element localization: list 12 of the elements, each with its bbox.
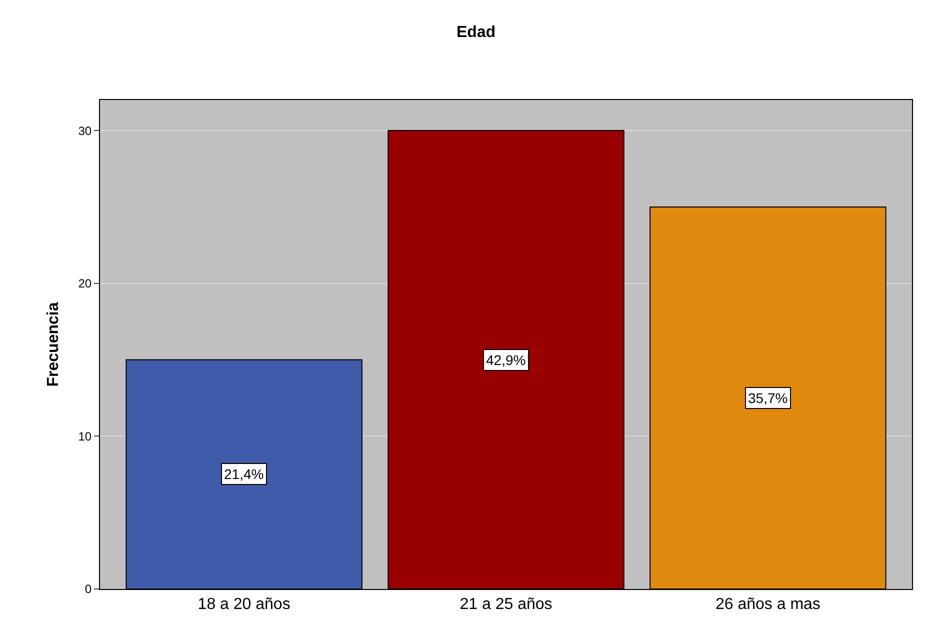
x-tick-label: 26 años a mas	[715, 596, 820, 614]
x-tick-label: 21 a 25 años	[460, 596, 552, 614]
y-tick-label: 20	[78, 276, 92, 291]
y-tick-label: 30	[78, 124, 92, 138]
chart-title: Edad	[456, 24, 496, 41]
y-axis-title: Frecuencia	[45, 302, 62, 387]
annotation: 42,9%	[486, 352, 526, 368]
annotation: 21,4%	[224, 466, 264, 482]
y-tick-label: 10	[78, 429, 92, 444]
annotation: 35,7%	[748, 390, 788, 406]
x-tick-label: 18 a 20 años	[198, 596, 290, 614]
y-tick-label: 0	[84, 582, 92, 596]
